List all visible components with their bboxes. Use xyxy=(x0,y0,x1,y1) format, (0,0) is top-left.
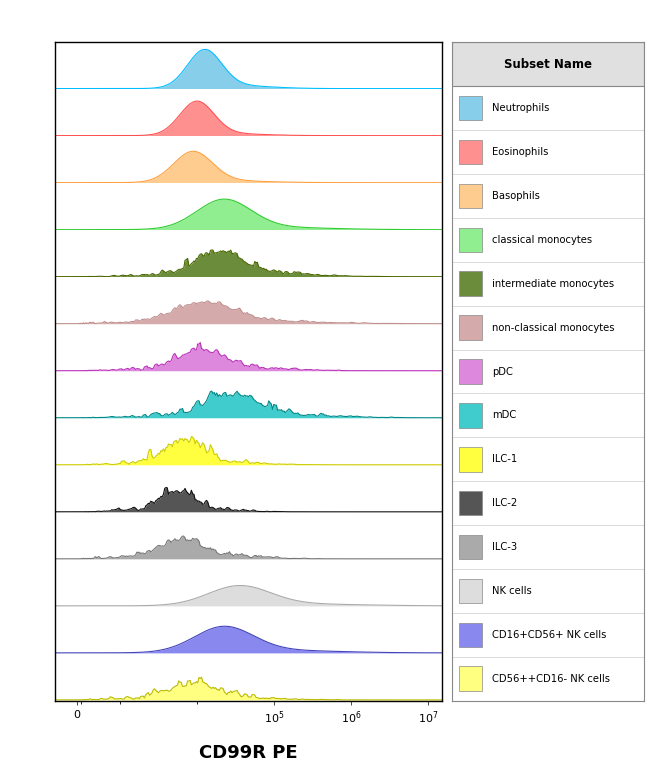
Bar xyxy=(452,86,644,130)
Bar xyxy=(460,623,482,647)
Text: pDC: pDC xyxy=(492,367,513,377)
Bar xyxy=(452,350,644,393)
Bar xyxy=(452,613,644,657)
Bar xyxy=(452,306,644,350)
Bar xyxy=(460,535,482,559)
Bar xyxy=(452,42,644,86)
Bar xyxy=(452,130,644,174)
Bar xyxy=(452,657,644,701)
Bar xyxy=(460,228,482,252)
Bar xyxy=(460,96,482,120)
Text: Eosinophils: Eosinophils xyxy=(492,147,549,157)
Bar xyxy=(460,579,482,603)
Bar xyxy=(452,262,644,306)
Bar xyxy=(452,174,644,218)
Bar xyxy=(460,140,482,164)
Bar xyxy=(460,316,482,340)
Text: Subset Name: Subset Name xyxy=(504,58,592,71)
Bar xyxy=(452,437,644,481)
Bar xyxy=(452,569,644,613)
Bar xyxy=(460,360,482,383)
Bar xyxy=(460,491,482,515)
Text: CD16+CD56+ NK cells: CD16+CD56+ NK cells xyxy=(492,630,606,640)
Text: CD56++CD16- NK cells: CD56++CD16- NK cells xyxy=(492,674,610,684)
Bar xyxy=(460,184,482,208)
Text: non-classical monocytes: non-classical monocytes xyxy=(492,323,614,333)
Text: CD99R PE: CD99R PE xyxy=(200,744,298,762)
Text: ILC-3: ILC-3 xyxy=(492,542,517,552)
Text: intermediate monocytes: intermediate monocytes xyxy=(492,279,614,289)
Text: Neutrophils: Neutrophils xyxy=(492,103,549,113)
Bar xyxy=(452,393,644,437)
Text: ILC-2: ILC-2 xyxy=(492,498,517,508)
Text: classical monocytes: classical monocytes xyxy=(492,235,592,245)
Bar xyxy=(452,218,644,262)
Bar xyxy=(460,403,482,427)
Text: mDC: mDC xyxy=(492,410,516,420)
Bar xyxy=(452,481,644,525)
Text: ILC-1: ILC-1 xyxy=(492,454,517,464)
Bar xyxy=(460,667,482,691)
Bar xyxy=(460,272,482,296)
Bar xyxy=(452,525,644,569)
Bar xyxy=(460,447,482,471)
Text: NK cells: NK cells xyxy=(492,586,532,596)
Text: Basophils: Basophils xyxy=(492,191,540,201)
